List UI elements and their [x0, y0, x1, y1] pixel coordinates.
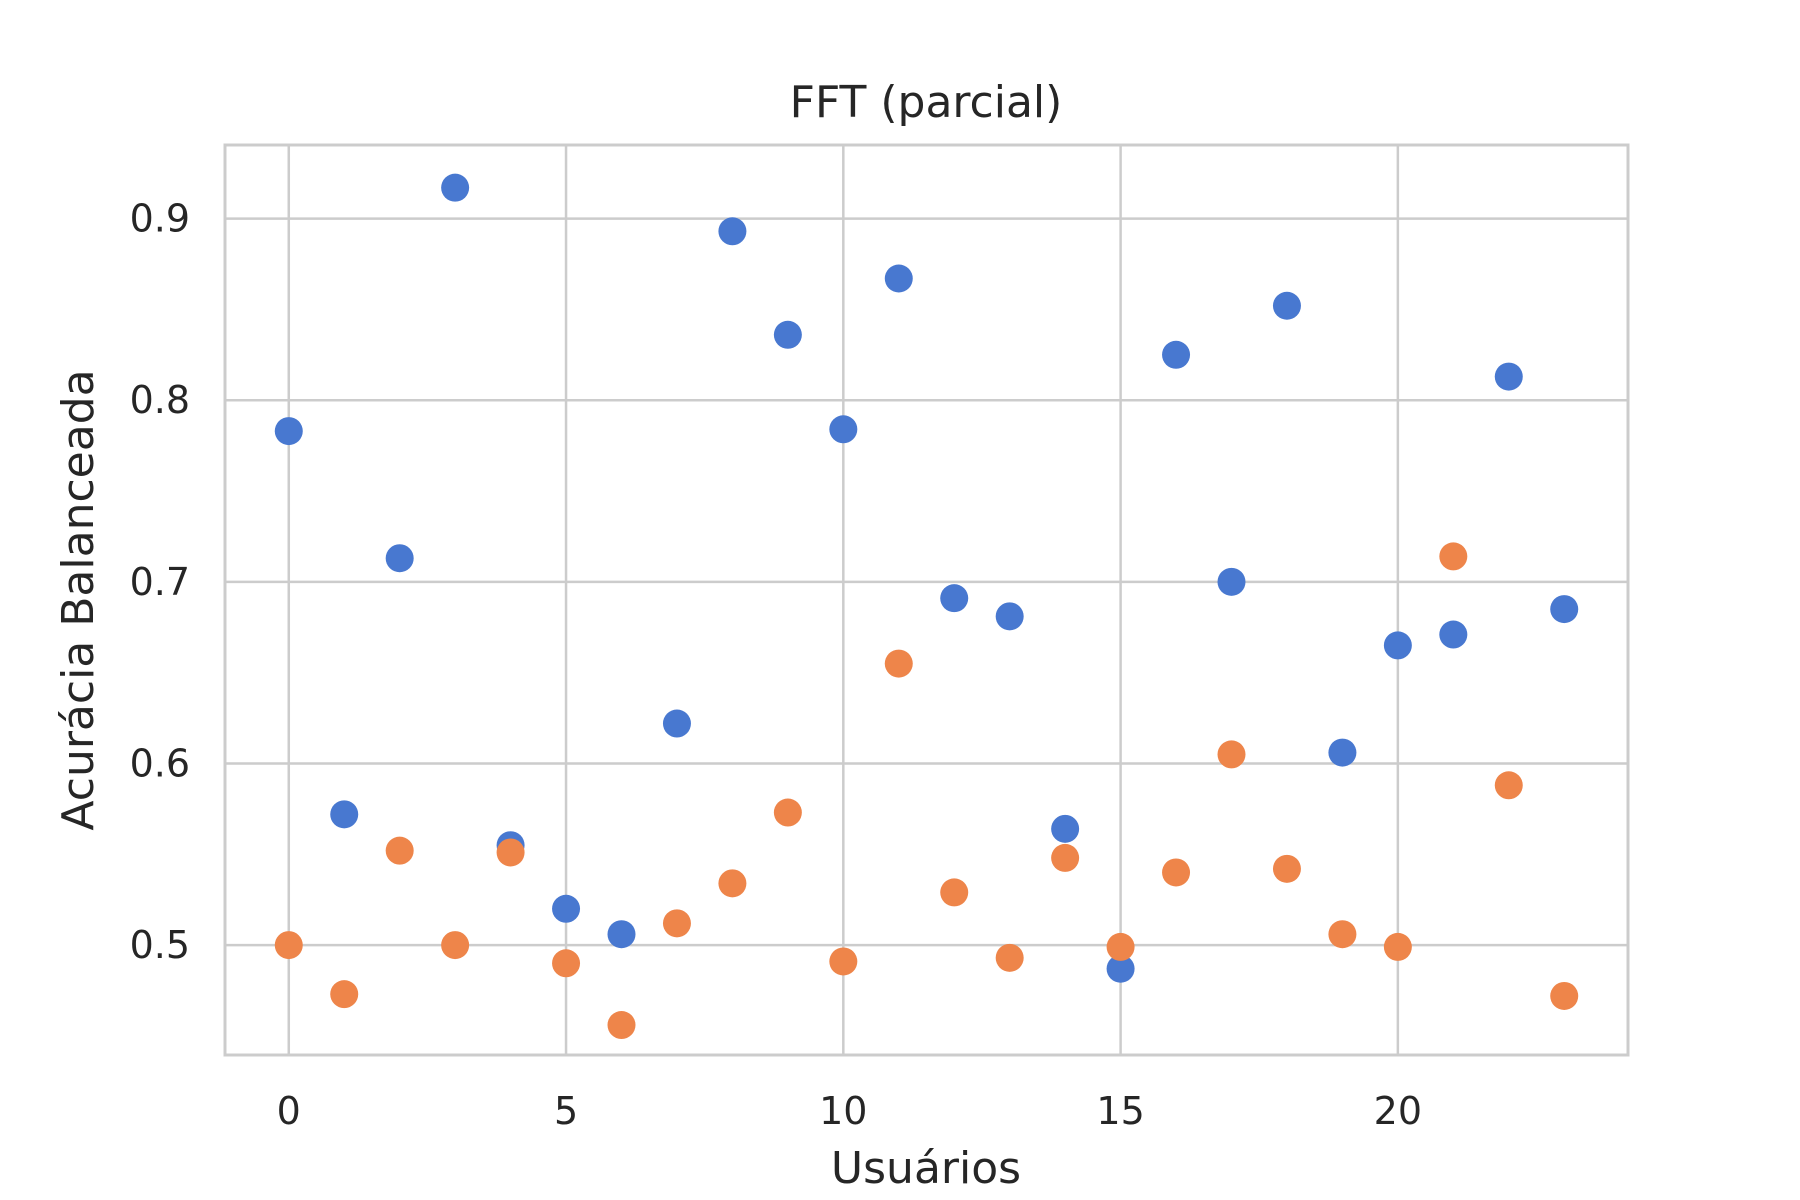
x-tick-label: 0 — [277, 1089, 301, 1133]
data-point-series-2 — [1162, 858, 1191, 887]
x-axis-label: Usuários — [831, 1143, 1021, 1194]
data-point-series-2 — [1383, 932, 1412, 961]
y-axis-label: Acurácia Balanceada — [53, 369, 104, 830]
data-point-series-2 — [1272, 854, 1301, 883]
tick-labels: 0 5 10 15 20 0.5 0.6 0.7 0.8 0.9 — [130, 197, 1422, 1133]
data-point-series-1 — [1217, 567, 1246, 596]
data-points — [274, 173, 1579, 1040]
data-point-series-1 — [607, 920, 636, 949]
data-point-series-1 — [1051, 814, 1080, 843]
data-point-series-1 — [940, 584, 969, 613]
data-point-series-2 — [1106, 932, 1135, 961]
data-point-series-2 — [607, 1011, 636, 1040]
data-point-series-1 — [1328, 738, 1357, 767]
x-tick-label: 10 — [819, 1089, 867, 1133]
y-tick-label: 0.6 — [130, 741, 190, 785]
data-point-series-2 — [829, 947, 858, 976]
plot-frame — [223, 143, 1630, 1057]
data-point-series-1 — [773, 320, 802, 349]
y-tick-label: 0.5 — [130, 923, 190, 967]
data-point-series-2 — [274, 931, 303, 960]
data-point-series-1 — [441, 173, 470, 202]
data-point-series-2 — [1051, 843, 1080, 872]
data-point-series-1 — [1106, 954, 1135, 983]
data-point-series-1 — [1272, 291, 1301, 320]
data-point-series-1 — [552, 894, 581, 923]
x-tick-label: 15 — [1096, 1089, 1144, 1133]
data-point-series-1 — [1550, 595, 1579, 624]
data-point-series-1 — [330, 800, 359, 829]
data-point-series-2 — [385, 836, 414, 865]
data-point-series-2 — [773, 798, 802, 827]
data-point-series-1 — [1494, 362, 1523, 391]
data-point-series-2 — [1439, 542, 1468, 571]
data-point-series-2 — [441, 931, 470, 960]
data-point-series-1 — [274, 417, 303, 446]
chart-title: FFT (parcial) — [790, 77, 1063, 128]
x-tick-label: 20 — [1374, 1089, 1422, 1133]
grid-lines — [225, 145, 1628, 1055]
data-point-series-2 — [940, 878, 969, 907]
data-point-series-1 — [995, 602, 1024, 631]
x-tick-label: 5 — [554, 1089, 578, 1133]
y-tick-label: 0.8 — [130, 378, 190, 422]
data-point-series-2 — [884, 649, 913, 678]
data-point-series-2 — [1494, 771, 1523, 800]
data-point-series-1 — [718, 217, 747, 246]
data-point-series-2 — [662, 909, 691, 938]
data-point-series-2 — [552, 949, 581, 978]
data-point-series-1 — [1383, 631, 1412, 660]
data-point-series-1 — [1162, 340, 1191, 369]
data-point-series-2 — [496, 838, 525, 867]
data-point-series-2 — [718, 869, 747, 898]
data-point-series-1 — [1439, 620, 1468, 649]
data-point-series-2 — [1217, 740, 1246, 769]
data-point-series-2 — [1328, 920, 1357, 949]
data-point-series-1 — [385, 544, 414, 573]
y-tick-label: 0.7 — [130, 560, 190, 604]
data-point-series-1 — [884, 264, 913, 293]
data-point-series-2 — [995, 943, 1024, 972]
data-point-series-1 — [829, 415, 858, 444]
y-tick-label: 0.9 — [130, 197, 190, 241]
data-point-series-2 — [330, 980, 359, 1009]
data-point-series-2 — [1550, 981, 1579, 1010]
data-point-series-1 — [662, 709, 691, 738]
